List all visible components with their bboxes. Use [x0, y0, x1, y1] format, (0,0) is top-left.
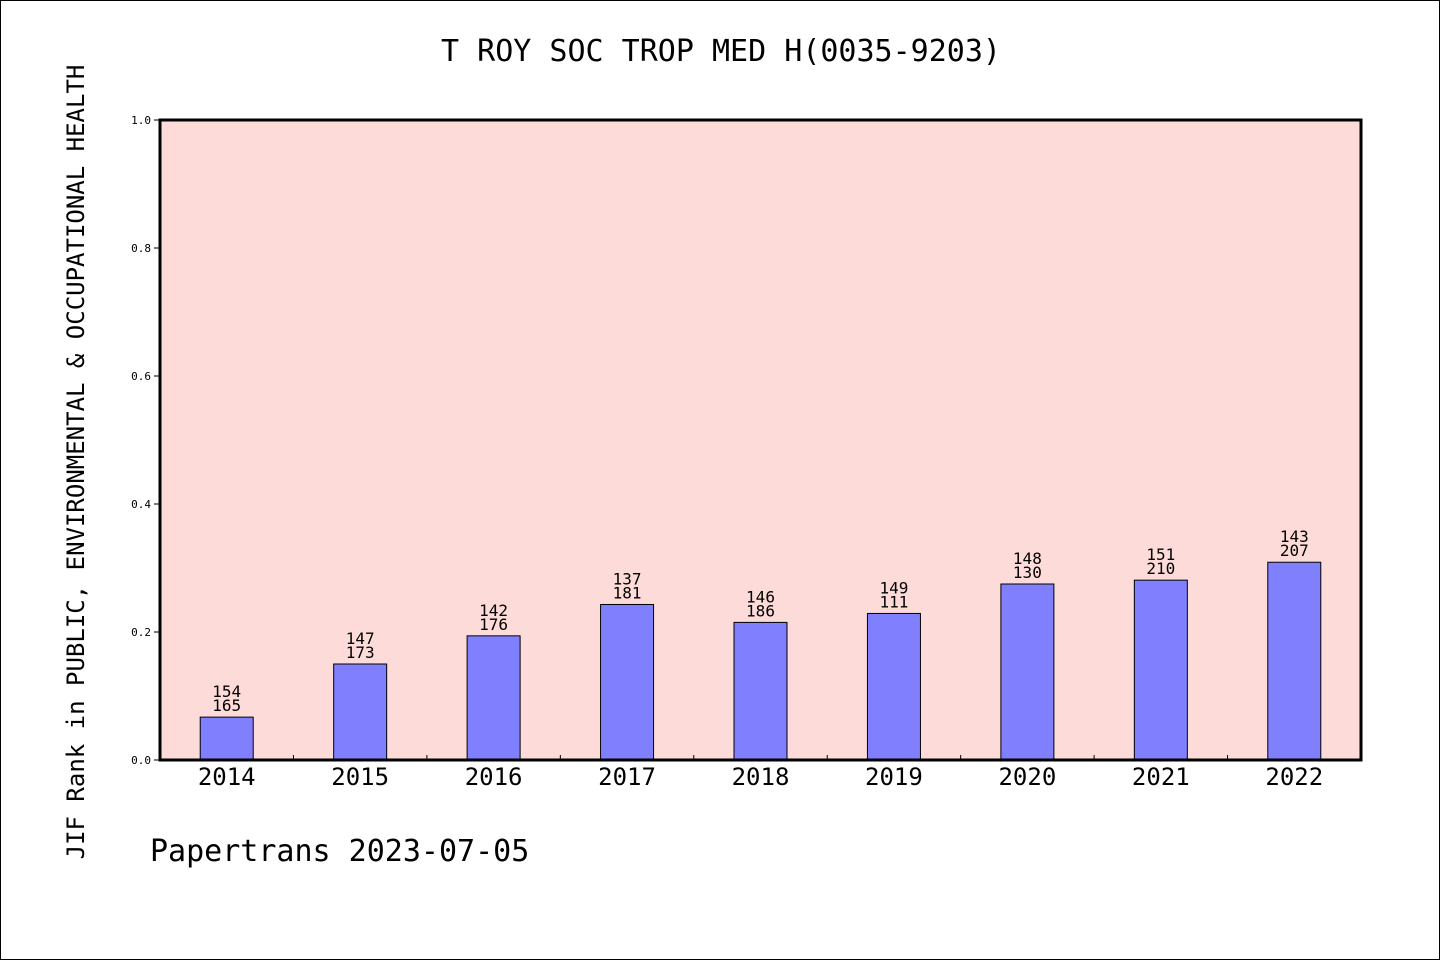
bar-label-rank: 147 — [346, 629, 375, 648]
x-tick-label: 2015 — [331, 763, 389, 791]
bar-label-rank: 143 — [1280, 527, 1309, 546]
bar-label-rank: 151 — [1146, 545, 1175, 564]
plot-border — [158, 118, 1363, 762]
bar-label-total: 111 — [879, 592, 908, 611]
bar-label-total: 173 — [346, 643, 375, 662]
bar-2020 — [1000, 583, 1055, 761]
y-tick-label: 0.8 — [131, 242, 151, 255]
bar-label-rank: 149 — [879, 578, 908, 597]
bar-2018 — [733, 621, 788, 761]
x-tick-label: 2019 — [865, 763, 923, 791]
bar-2015 — [333, 663, 388, 761]
bar-2014 — [199, 716, 254, 761]
bar-2022 — [1267, 561, 1322, 761]
bar-2021 — [1133, 579, 1188, 761]
bar-label-total: 176 — [479, 615, 508, 634]
y-tick-label: 0.4 — [131, 498, 151, 511]
bar-label-total: 186 — [746, 601, 775, 620]
bar-2016 — [466, 635, 521, 761]
bar-label-total: 207 — [1280, 541, 1309, 560]
x-tick-label: 2017 — [598, 763, 656, 791]
bar-label-total: 165 — [212, 696, 241, 715]
x-tick-label: 2021 — [1132, 763, 1190, 791]
bar-label-total: 210 — [1146, 559, 1175, 578]
y-tick-label: 1.0 — [131, 114, 151, 127]
x-tick-label: 2018 — [732, 763, 790, 791]
chart-title: T ROY SOC TROP MED H(0035-9203) — [441, 34, 1001, 69]
x-tick-label: 2014 — [198, 763, 256, 791]
bar-label-rank: 148 — [1013, 549, 1042, 568]
x-tick-label: 2020 — [998, 763, 1056, 791]
y-tick-label: 0.6 — [131, 370, 151, 383]
footer-credit: Papertrans 2023-07-05 — [150, 834, 530, 869]
bar-label-total: 181 — [613, 583, 642, 602]
x-tick-label: 2016 — [465, 763, 523, 791]
bar-2017 — [600, 603, 655, 761]
bar-label-rank: 137 — [613, 569, 642, 588]
y-tick-label: 0.0 — [131, 754, 151, 767]
bar-label-rank: 146 — [746, 587, 775, 606]
bar-label-rank: 142 — [479, 601, 508, 620]
bar-label-rank: 154 — [212, 682, 241, 701]
bar-label-total: 130 — [1013, 563, 1042, 582]
y-tick-label: 0.2 — [131, 626, 151, 639]
bar-2019 — [866, 612, 921, 761]
x-tick-label: 2022 — [1265, 763, 1323, 791]
